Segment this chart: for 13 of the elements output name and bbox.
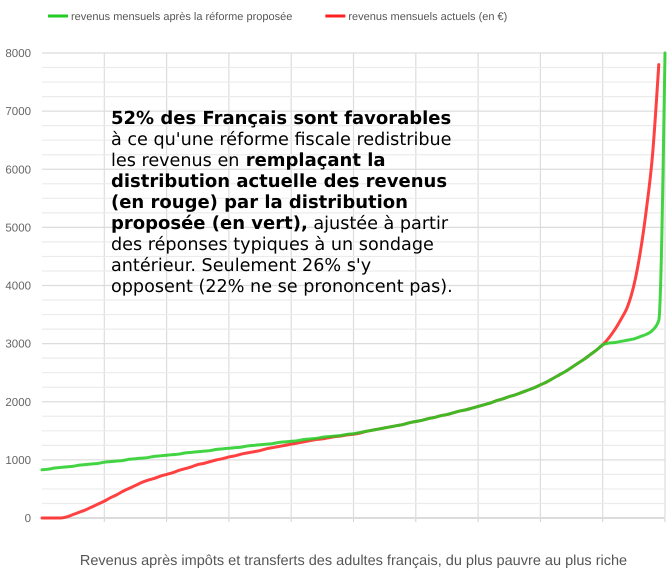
y-tick-label: 1000	[5, 454, 31, 467]
text: 52% des Français sont favorables à ce qu'une réforme fiscale redistribue les revenus en remplaçant la distribution actuelle des revenus (en rouge) par la distribution proposée (en vert), ajustée à partir des réponses typiques à un sondage antérieur. Seulement 26% s'y opposent (22% ne se prononcent pas).	[111, 108, 453, 297]
y-tick-label: 8000	[5, 48, 31, 60]
y-tick-label: 5000	[5, 222, 31, 234]
y-tick-label: 2000	[5, 396, 31, 409]
legend-label: revenus mensuels après la réforme proposée	[71, 10, 292, 23]
y-tick-label: 3000	[5, 338, 31, 351]
y-tick-label: 6000	[5, 164, 31, 176]
y-tick-label: 7000	[5, 106, 31, 118]
legend-label: revenus mensuels actuels (en €)	[348, 10, 508, 23]
y-tick-label: 0	[24, 513, 31, 526]
y-tick-label: 4000	[5, 280, 31, 293]
x-axis-title: Revenus après impôts et transferts des adultes français, du plus pauvre au plus riche	[80, 553, 628, 569]
